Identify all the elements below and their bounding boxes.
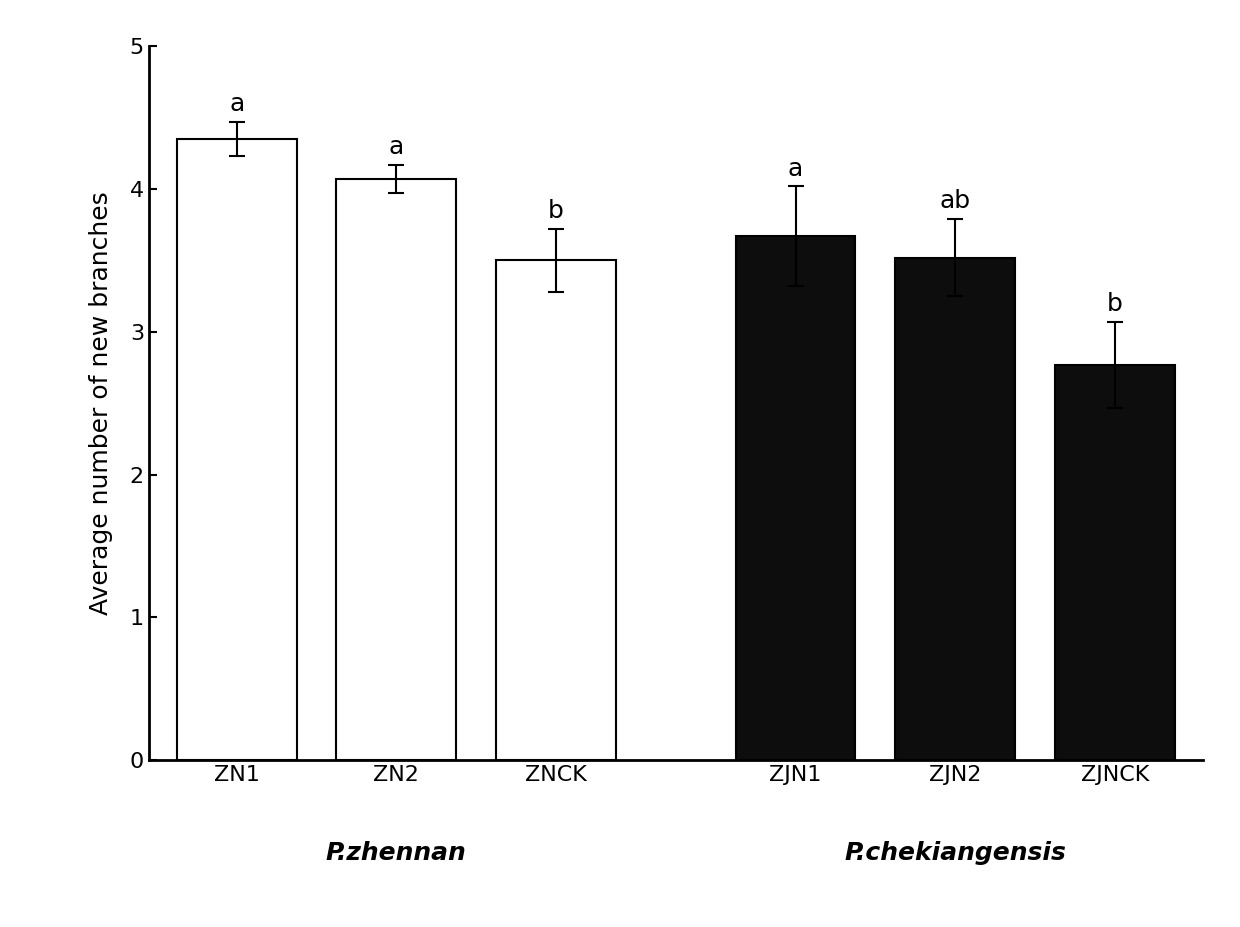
Bar: [177, 139, 296, 760]
Text: b: b: [1107, 292, 1123, 316]
Text: a: a: [229, 93, 244, 116]
Y-axis label: Average number of new branches: Average number of new branches: [89, 191, 113, 616]
Text: a: a: [787, 157, 804, 181]
Bar: [735, 236, 856, 760]
Bar: [1055, 364, 1174, 760]
Text: a: a: [388, 135, 404, 159]
Bar: [336, 179, 456, 760]
Text: P.zhennan: P.zhennan: [326, 841, 466, 865]
Text: P.chekiangensis: P.chekiangensis: [844, 841, 1066, 865]
Bar: [496, 260, 616, 760]
Bar: [895, 258, 1016, 760]
Text: ab: ab: [940, 189, 971, 213]
Text: b: b: [548, 199, 564, 223]
